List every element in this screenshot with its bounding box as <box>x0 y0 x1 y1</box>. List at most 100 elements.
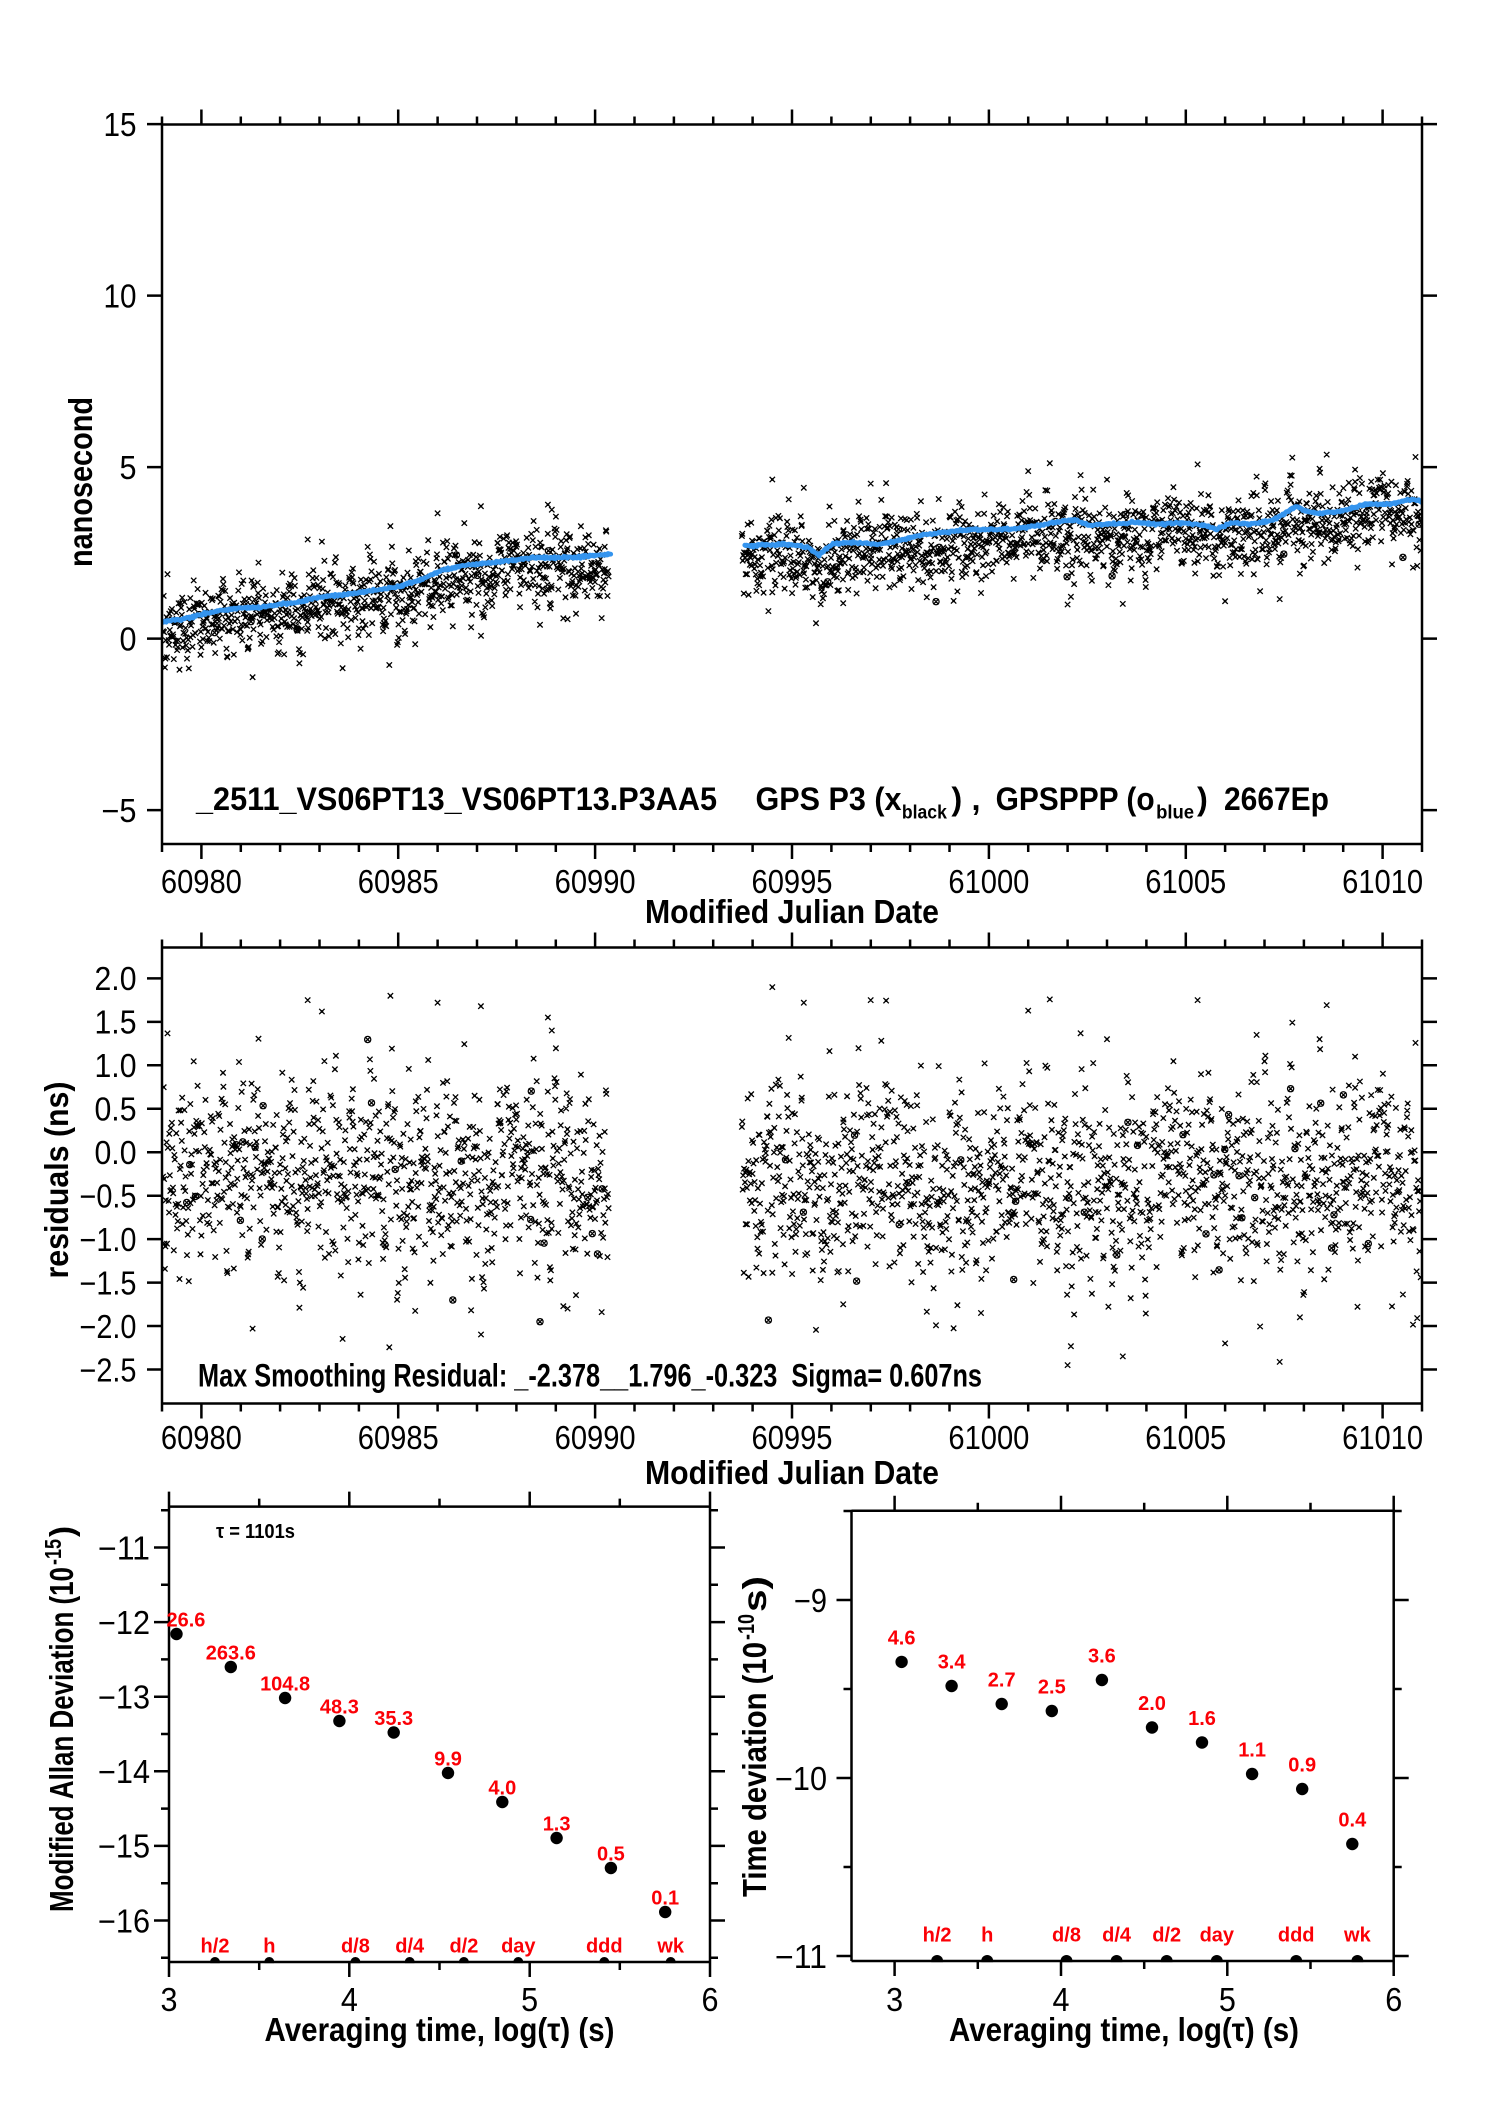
svg-text:−14: −14 <box>98 1753 150 1790</box>
svg-text:−2.5: −2.5 <box>80 1351 137 1388</box>
svg-text:5: 5 <box>120 449 137 486</box>
svg-text:104.8: 104.8 <box>260 1673 310 1695</box>
svg-text:day: day <box>1200 1925 1235 1947</box>
svg-text:−2.0: −2.0 <box>80 1308 137 1345</box>
svg-text:35.3: 35.3 <box>374 1708 413 1730</box>
svg-text:−10: −10 <box>775 1760 827 1797</box>
svg-text:GPSPPP (o: GPSPPP (o <box>996 781 1155 817</box>
svg-text:day: day <box>501 1936 536 1958</box>
svg-text:-10: -10 <box>733 1614 759 1640</box>
svg-text:1.5: 1.5 <box>95 1004 137 1041</box>
svg-text:61000: 61000 <box>948 1419 1029 1456</box>
svg-text:−1.0: −1.0 <box>80 1221 137 1258</box>
svg-text:60995: 60995 <box>752 1419 833 1456</box>
svg-text:d/2: d/2 <box>449 1936 478 1958</box>
svg-text:60980: 60980 <box>161 863 242 900</box>
svg-text:−15: −15 <box>98 1828 150 1865</box>
svg-text:3.6: 3.6 <box>1088 1646 1116 1668</box>
svg-text:4: 4 <box>1052 1981 1069 2018</box>
svg-text:Max Smoothing Residual: _-2.37: Max Smoothing Residual: _-2.378__1.796_-… <box>198 1358 982 1394</box>
svg-text:−12: −12 <box>98 1604 150 1641</box>
svg-text:9.9: 9.9 <box>434 1748 462 1770</box>
svg-text:26.6: 26.6 <box>167 1609 206 1631</box>
svg-text:blue: blue <box>1156 802 1194 824</box>
svg-text:3: 3 <box>886 1981 903 2018</box>
svg-text:h/2: h/2 <box>923 1925 952 1947</box>
svg-text:Modified Julian Date: Modified Julian Date <box>645 893 939 930</box>
svg-text:5: 5 <box>1219 1981 1236 2018</box>
svg-text:): ) <box>1197 781 1208 817</box>
svg-text:−9: −9 <box>794 1582 827 1619</box>
svg-text:): ) <box>43 1526 80 1537</box>
svg-text:0.9: 0.9 <box>1288 1755 1316 1777</box>
svg-text:−13: −13 <box>98 1679 150 1716</box>
svg-text:wk: wk <box>656 1936 685 1958</box>
svg-text:nanosecond: nanosecond <box>62 397 99 567</box>
svg-text:h: h <box>263 1936 275 1958</box>
svg-text:d/4: d/4 <box>395 1936 425 1958</box>
svg-text:residuals (ns): residuals (ns) <box>38 1082 75 1279</box>
svg-text:−1.5: −1.5 <box>80 1264 137 1301</box>
svg-text:1.1: 1.1 <box>1238 1740 1266 1762</box>
svg-text:4: 4 <box>341 1981 358 2018</box>
svg-text:61010: 61010 <box>1342 863 1423 900</box>
svg-text:−5: −5 <box>102 792 137 829</box>
svg-text:10: 10 <box>104 277 137 314</box>
svg-text:0.5: 0.5 <box>95 1091 137 1128</box>
svg-text:263.6: 263.6 <box>206 1642 256 1664</box>
svg-text:4.0: 4.0 <box>488 1777 516 1799</box>
svg-text:0.0: 0.0 <box>95 1134 137 1171</box>
svg-text:−11: −11 <box>98 1529 150 1566</box>
svg-text:3: 3 <box>161 1981 178 2018</box>
svg-text:d/4: d/4 <box>1102 1925 1132 1947</box>
svg-text:Averaging time, log(τ) (s): Averaging time, log(τ) (s) <box>949 2011 1299 2048</box>
svg-text:−11: −11 <box>775 1938 827 1975</box>
svg-text:−0.5: −0.5 <box>80 1177 137 1214</box>
svg-text:61010: 61010 <box>1342 1419 1423 1456</box>
svg-text:ddd: ddd <box>586 1936 623 1958</box>
svg-text:): ) <box>951 781 962 817</box>
svg-text:48.3: 48.3 <box>320 1696 359 1718</box>
svg-text:0.4: 0.4 <box>1338 1810 1367 1832</box>
svg-text:3.4: 3.4 <box>938 1652 967 1674</box>
svg-text:2.5: 2.5 <box>1038 1677 1066 1699</box>
svg-text:2667Ep: 2667Ep <box>1224 781 1329 817</box>
svg-text:h: h <box>981 1925 993 1947</box>
svg-text:black: black <box>902 802 947 824</box>
svg-text:d/8: d/8 <box>341 1936 370 1958</box>
svg-text:_2511_VS06PT13_VS06PT13.P3AA5: _2511_VS06PT13_VS06PT13.P3AA5 <box>195 781 717 817</box>
svg-text:τ = 1101s: τ = 1101s <box>216 1521 295 1543</box>
svg-text:60985: 60985 <box>358 863 439 900</box>
svg-text:0.1: 0.1 <box>651 1887 679 1909</box>
svg-text:wk: wk <box>1343 1925 1372 1947</box>
svg-text:2.7: 2.7 <box>988 1670 1016 1692</box>
svg-text:d/8: d/8 <box>1052 1925 1081 1947</box>
svg-text:d/2: d/2 <box>1152 1925 1181 1947</box>
svg-text:,: , <box>972 781 981 817</box>
svg-text:2.0: 2.0 <box>95 960 137 997</box>
svg-text:2.0: 2.0 <box>1138 1693 1166 1715</box>
svg-text:60990: 60990 <box>555 1419 636 1456</box>
svg-text:-15: -15 <box>40 1539 66 1565</box>
svg-text:1.6: 1.6 <box>1188 1708 1216 1730</box>
svg-text:4.6: 4.6 <box>888 1627 916 1649</box>
svg-text:Averaging time, log(τ) (s): Averaging time, log(τ) (s) <box>265 2011 615 2048</box>
svg-text:1.3: 1.3 <box>543 1813 571 1835</box>
svg-text:60985: 60985 <box>358 1419 439 1456</box>
svg-text:61005: 61005 <box>1145 1419 1226 1456</box>
svg-text:15: 15 <box>104 106 137 143</box>
svg-text:0: 0 <box>120 620 137 657</box>
svg-text:1.0: 1.0 <box>95 1047 137 1084</box>
svg-text:61005: 61005 <box>1145 863 1226 900</box>
svg-text:Modified Allan Deviation (10: Modified Allan Deviation (10 <box>43 1567 80 1912</box>
svg-text:h/2: h/2 <box>201 1936 230 1958</box>
svg-text:6: 6 <box>701 1981 718 2018</box>
svg-text:Time deviation (10: Time deviation (10 <box>736 1642 773 1897</box>
svg-text:ddd: ddd <box>1278 1925 1315 1947</box>
svg-text:GPS P3 (x: GPS P3 (x <box>756 781 902 817</box>
svg-text:60995: 60995 <box>752 863 833 900</box>
svg-text:60980: 60980 <box>161 1419 242 1456</box>
svg-text:s): s) <box>736 1576 773 1612</box>
svg-text:0.5: 0.5 <box>597 1843 625 1865</box>
svg-text:Modified Julian Date: Modified Julian Date <box>645 1454 939 1491</box>
